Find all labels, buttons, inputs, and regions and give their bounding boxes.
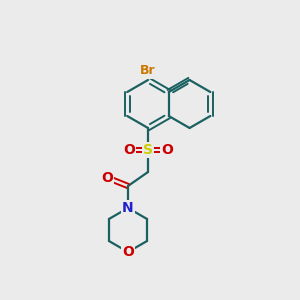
Text: N: N xyxy=(122,201,134,215)
Text: O: O xyxy=(122,245,134,259)
Text: Br: Br xyxy=(140,64,156,77)
Text: O: O xyxy=(123,143,135,157)
Text: S: S xyxy=(143,143,153,157)
Text: O: O xyxy=(161,143,173,157)
Text: O: O xyxy=(101,171,113,185)
